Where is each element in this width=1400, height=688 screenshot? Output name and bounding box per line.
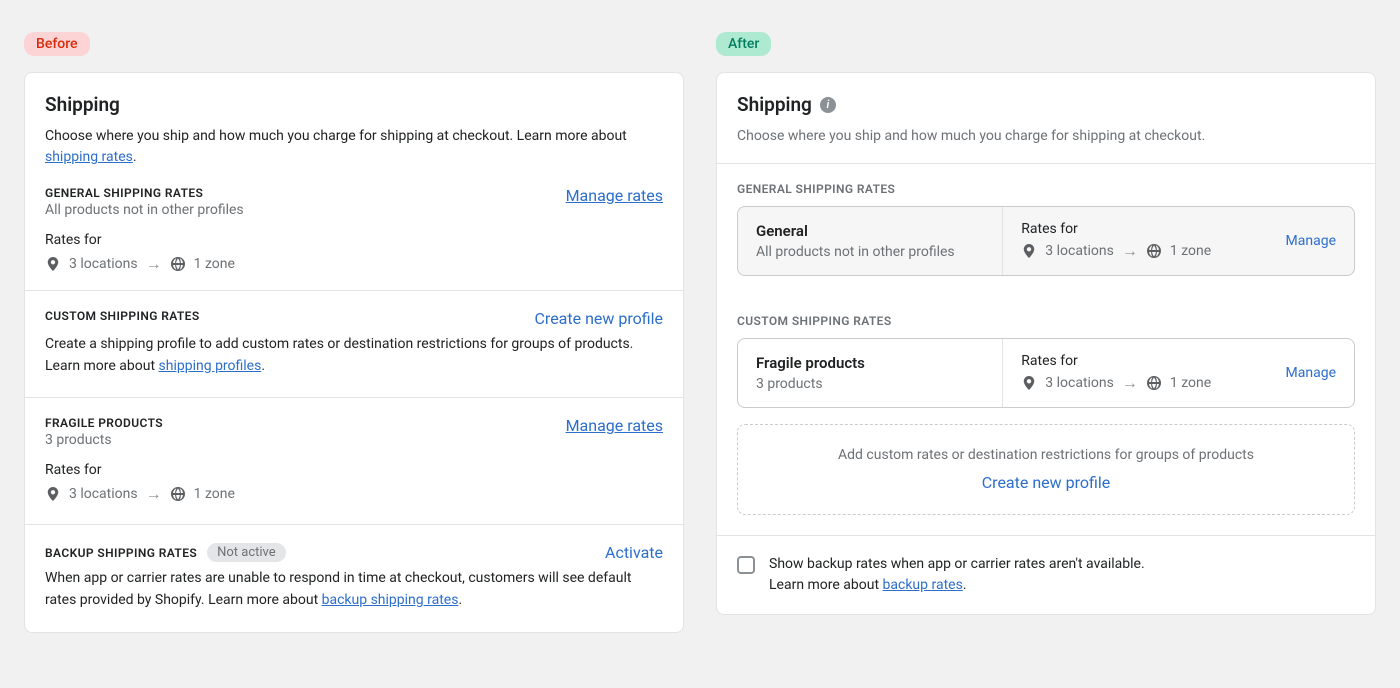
profile-name: Fragile products (756, 354, 984, 372)
activate-link[interactable]: Activate (605, 543, 663, 562)
profile-desc: All products not in other profiles (756, 244, 984, 260)
page-title: Shipping (737, 93, 812, 116)
general-profile-card[interactable]: General All products not in other profil… (737, 206, 1355, 276)
create-profile-hint: Add custom rates or destination restrict… (758, 447, 1334, 463)
pin-icon (1021, 375, 1037, 391)
create-profile-link[interactable]: Create new profile (982, 473, 1111, 492)
custom-rates-section: CUSTOM SHIPPING RATES Create new profile… (25, 290, 683, 397)
general-rates-sub: All products not in other profiles (45, 202, 244, 218)
info-icon[interactable]: i (820, 97, 836, 113)
fragile-label: FRAGILE PRODUCTS (45, 416, 163, 430)
after-header: Shipping i Choose where you ship and how… (717, 73, 1375, 163)
after-badge: After (716, 32, 771, 56)
before-badge: Before (24, 32, 90, 56)
backup-section: BACKUP SHIPPING RATES Not active Activat… (25, 524, 683, 631)
globe-icon (1146, 243, 1162, 259)
rates-for-label: Rates for (1021, 353, 1249, 369)
before-card: Shipping Choose where you ship and how m… (24, 72, 684, 633)
page-title: Shipping (45, 93, 120, 116)
globe-icon (1146, 375, 1162, 391)
shipping-rates-link[interactable]: shipping rates (45, 149, 133, 165)
custom-rates-label: CUSTOM SHIPPING RATES (717, 296, 1375, 338)
after-column: After Shipping i Choose where you ship a… (716, 32, 1376, 656)
custom-rates-text: Create a shipping profile to add custom … (45, 334, 663, 377)
rates-line: 3 locations → 1 zone (45, 484, 663, 504)
rates-for-label: Rates for (45, 462, 663, 478)
after-subtitle: Choose where you ship and how much you c… (737, 126, 1355, 147)
not-active-badge: Not active (207, 543, 286, 562)
backup-text: When app or carrier rates are unable to … (45, 568, 663, 611)
manage-rates-link[interactable]: Manage rates (566, 416, 663, 435)
fragile-section: FRAGILE PRODUCTS 3 products Manage rates… (25, 397, 683, 524)
before-subtitle: Choose where you ship and how much you c… (45, 126, 663, 168)
globe-icon (170, 486, 186, 502)
custom-rates-label: CUSTOM SHIPPING RATES (45, 309, 200, 323)
manage-link[interactable]: Manage (1286, 365, 1336, 381)
fragile-profile-card[interactable]: Fragile products 3 products Rates for 3 … (737, 338, 1355, 408)
globe-icon (170, 256, 186, 272)
backup-text: Show backup rates when app or carrier ra… (769, 554, 1145, 596)
pin-icon (1021, 243, 1037, 259)
pin-icon (45, 486, 61, 502)
general-rates-label: GENERAL SHIPPING RATES (45, 186, 244, 200)
backup-row: Show backup rates when app or carrier ra… (717, 535, 1375, 614)
rates-line: 3 locations → 1 zone (1021, 373, 1249, 393)
shipping-profiles-link[interactable]: shipping profiles (159, 358, 262, 374)
rates-for-label: Rates for (1021, 221, 1249, 237)
backup-rates-link[interactable]: backup shipping rates (322, 592, 459, 608)
general-rates-label: GENERAL SHIPPING RATES (717, 164, 1375, 206)
create-profile-link[interactable]: Create new profile (535, 309, 664, 328)
backup-label: BACKUP SHIPPING RATES (45, 546, 197, 560)
profile-desc: 3 products (756, 376, 984, 392)
backup-rates-link[interactable]: backup rates (883, 577, 963, 593)
manage-rates-link[interactable]: Manage rates (566, 186, 663, 205)
arrow-icon: → (1122, 241, 1138, 261)
general-block: GENERAL SHIPPING RATES General All produ… (717, 163, 1375, 535)
rates-line: 3 locations → 1 zone (45, 254, 663, 274)
pin-icon (45, 256, 61, 272)
arrow-icon: → (146, 254, 162, 274)
before-column: Before Shipping Choose where you ship an… (24, 32, 684, 656)
backup-checkbox[interactable] (737, 556, 755, 574)
before-header: Shipping Choose where you ship and how m… (25, 73, 683, 290)
manage-link[interactable]: Manage (1286, 233, 1336, 249)
after-card: Shipping i Choose where you ship and how… (716, 72, 1376, 615)
arrow-icon: → (146, 484, 162, 504)
arrow-icon: → (1122, 373, 1138, 393)
rates-for-label: Rates for (45, 232, 663, 248)
fragile-sub: 3 products (45, 432, 163, 448)
profile-name: General (756, 222, 984, 240)
create-profile-box: Add custom rates or destination restrict… (737, 424, 1355, 515)
rates-line: 3 locations → 1 zone (1021, 241, 1249, 261)
